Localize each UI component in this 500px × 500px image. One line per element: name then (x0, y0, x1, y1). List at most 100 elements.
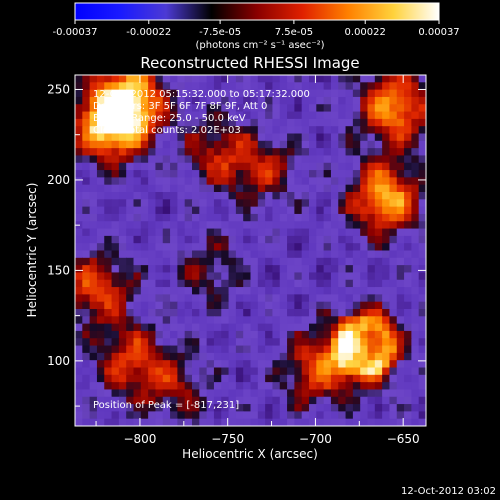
heatmap-cell (265, 330, 274, 339)
heatmap-cell (221, 330, 230, 339)
heatmap-cell (404, 316, 412, 325)
heatmap-cell (265, 382, 274, 391)
heatmap-cell (89, 177, 98, 186)
heatmap-cell (294, 140, 303, 149)
heatmap-cell (404, 235, 412, 244)
heatmap-cell (309, 360, 317, 369)
heatmap-cell (96, 213, 105, 222)
heatmap-cell (345, 404, 354, 412)
heatmap-cell (111, 235, 120, 244)
heatmap-cell (192, 374, 200, 383)
heatmap-cell (272, 199, 281, 208)
heatmap-cell (396, 75, 405, 83)
heatmap-cell (265, 170, 274, 178)
heatmap-cell (104, 148, 113, 157)
heatmap-cell (75, 89, 83, 98)
heatmap-cell (396, 243, 405, 252)
heatmap-cell (111, 323, 120, 332)
info-line-energy: Energy Range: 25.0 - 50.0 keV (93, 113, 246, 124)
heatmap-cell (148, 272, 157, 281)
heatmap-cell (192, 345, 200, 354)
heatmap-cell (389, 96, 398, 105)
heatmap-cell (192, 199, 200, 208)
heatmap-cell (118, 418, 127, 426)
heatmap-cell (104, 133, 113, 142)
heatmap-cell (118, 177, 127, 186)
heatmap-cell (367, 301, 376, 310)
heatmap-cell (162, 206, 171, 215)
heatmap-cell (360, 250, 369, 259)
heatmap-cell (345, 89, 354, 98)
heatmap-cell (396, 213, 405, 222)
heatmap-cell (206, 345, 215, 354)
heatmap-cell (89, 192, 98, 200)
heatmap-cell (133, 75, 142, 83)
heatmap-cell (382, 279, 391, 288)
heatmap-cell (374, 411, 383, 420)
heatmap-cell (155, 411, 164, 420)
heatmap-cell (279, 265, 288, 274)
heatmap-cell (155, 301, 164, 310)
heatmap-cell (287, 396, 295, 405)
heatmap-cell (374, 250, 383, 259)
heatmap-cell (243, 148, 252, 157)
heatmap-cell (148, 177, 157, 186)
heatmap-cell (235, 111, 244, 120)
heatmap-cell (221, 345, 230, 354)
heatmap-cell (389, 257, 398, 266)
heatmap-cell (213, 389, 222, 398)
heatmap-cell (148, 404, 157, 412)
heatmap-cell (213, 301, 222, 310)
heatmap-cell (250, 148, 259, 157)
heatmap-cell (221, 250, 230, 259)
heatmap-cell (411, 323, 420, 332)
heatmap-cell (374, 177, 383, 186)
heatmap-cell (272, 257, 281, 266)
heatmap-cell (411, 177, 420, 186)
heatmap-cell (177, 345, 186, 354)
heatmap-cell (96, 338, 105, 347)
heatmap-cell (294, 177, 303, 186)
heatmap-cell (257, 287, 266, 295)
heatmap-cell (243, 155, 252, 164)
heatmap-cell (294, 170, 303, 178)
heatmap-cell (148, 96, 157, 105)
heatmap-cell (126, 133, 135, 142)
heatmap-cell (140, 155, 149, 164)
heatmap-cell (192, 257, 200, 266)
heatmap-cell (221, 382, 230, 391)
heatmap-cell (213, 126, 222, 135)
heatmap-cell (118, 199, 127, 208)
heatmap-cell (75, 338, 83, 347)
heatmap-cell (228, 118, 237, 127)
heatmap-cell (257, 323, 266, 332)
heatmap-cell (96, 374, 105, 383)
heatmap-cell (96, 367, 105, 376)
heatmap-cell (155, 396, 164, 405)
heatmap-cell (126, 104, 135, 113)
heatmap-cell (345, 126, 354, 135)
heatmap-cell (272, 389, 281, 398)
heatmap-cell (148, 250, 157, 259)
heatmap-cell (301, 228, 310, 237)
heatmap-cell (184, 140, 193, 149)
heatmap-cell (170, 126, 178, 135)
heatmap-cell (228, 265, 237, 274)
heatmap-cell (235, 287, 244, 295)
heatmap-cell (177, 338, 186, 347)
heatmap-cell (243, 301, 252, 310)
heatmap-cell (382, 250, 391, 259)
heatmap-cell (345, 184, 354, 193)
heatmap-cell (170, 360, 178, 369)
heatmap-cell (75, 140, 83, 149)
heatmap-cell (287, 118, 295, 127)
heatmap-cell (118, 140, 127, 149)
heatmap-cell (228, 133, 237, 142)
heatmap-cell (140, 104, 149, 113)
heatmap-cell (323, 309, 332, 317)
heatmap-cell (272, 345, 281, 354)
heatmap-cell (265, 228, 274, 237)
heatmap-cell (404, 338, 412, 347)
heatmap-cell (338, 352, 347, 361)
heatmap-cell (199, 82, 208, 91)
